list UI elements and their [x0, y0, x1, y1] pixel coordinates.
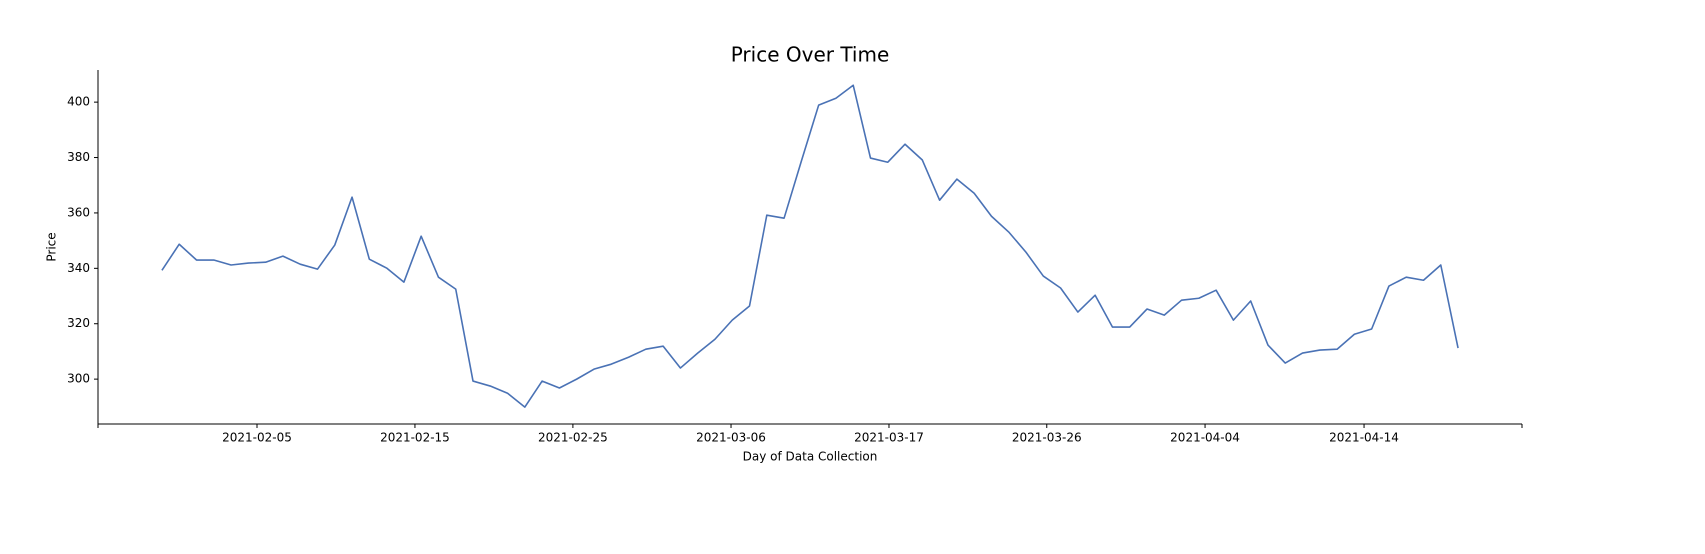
x-tick-label: 2021-04-14: [1329, 431, 1399, 445]
x-tick-label: 2021-04-04: [1170, 431, 1240, 445]
y-tick-label: 380: [67, 150, 90, 164]
price-line: [161, 84, 1459, 408]
x-tick-label: 2021-02-15: [380, 431, 450, 445]
y-axis-label: Price: [45, 232, 59, 261]
x-tick-label: 2021-02-05: [222, 431, 292, 445]
x-axis-label: Day of Data Collection: [743, 450, 878, 464]
y-tick-label: 360: [67, 205, 90, 219]
y-tick-label: 340: [67, 261, 90, 275]
x-tick-label: 2021-03-26: [1012, 431, 1082, 445]
x-tick-label: 2021-03-06: [696, 431, 766, 445]
y-tick-label: 300: [67, 372, 90, 386]
y-tick-label: 320: [67, 316, 90, 330]
x-tick-label: 2021-02-25: [538, 431, 608, 445]
chart-title: Price Over Time: [731, 43, 890, 67]
y-tick-label: 400: [67, 95, 90, 109]
x-tick-label: 2021-03-17: [854, 431, 924, 445]
